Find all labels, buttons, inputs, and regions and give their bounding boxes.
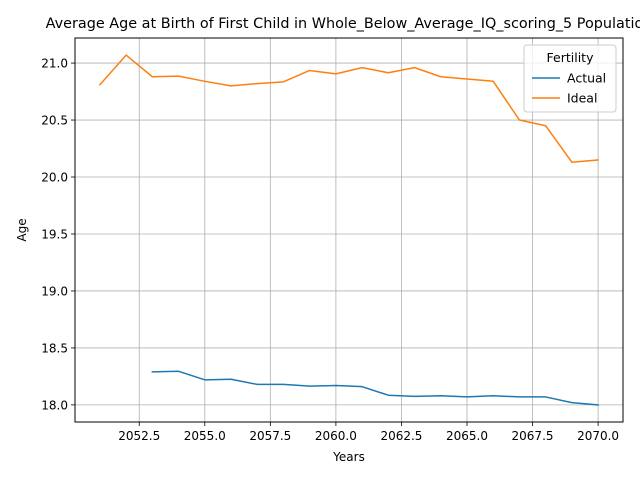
- legend: Fertility Actual Ideal: [523, 44, 617, 113]
- x-tick-label: 2065.0: [446, 429, 488, 443]
- x-axis-label: Years: [332, 450, 365, 464]
- y-tick-label: 20.5: [41, 114, 68, 128]
- y-tick-label: 19.0: [41, 284, 68, 298]
- gridlines: [75, 38, 623, 422]
- series-line-actual: [151, 370, 599, 406]
- chart-title: Average Age at Birth of First Child in W…: [46, 16, 640, 32]
- legend-label-ideal: Ideal: [567, 91, 597, 106]
- x-tick-label: 2070.0: [577, 429, 619, 443]
- legend-title: Fertility: [547, 50, 595, 65]
- y-axis: 18.0 18.5 19.0 19.5 20.0 20.5 21.0: [41, 57, 75, 412]
- x-tick-label: 2055.0: [184, 429, 226, 443]
- legend-label-actual: Actual: [567, 71, 606, 86]
- plot-frame: [74, 37, 624, 423]
- x-tick-label: 2067.5: [512, 429, 554, 443]
- x-tick-label: 2060.0: [315, 429, 357, 443]
- x-tick-label: 2062.5: [380, 429, 422, 443]
- y-tick-label: 18.0: [41, 398, 68, 412]
- y-tick-label: 19.5: [41, 227, 68, 241]
- y-tick-label: 18.5: [41, 341, 68, 355]
- x-axis: 2052.5 2055.0 2057.5 2060.0 2062.5 2065.0 2067…: [118, 422, 619, 443]
- y-tick-label: 20.0: [41, 171, 68, 185]
- x-tick-label: 2057.5: [249, 429, 291, 443]
- y-tick-label: 21.0: [41, 57, 68, 71]
- series-line-ideal: [98, 54, 599, 163]
- y-axis-label: Age: [15, 218, 29, 241]
- series-lines: [98, 54, 599, 406]
- x-tick-label: 2052.5: [118, 429, 160, 443]
- legend-box: [523, 44, 617, 113]
